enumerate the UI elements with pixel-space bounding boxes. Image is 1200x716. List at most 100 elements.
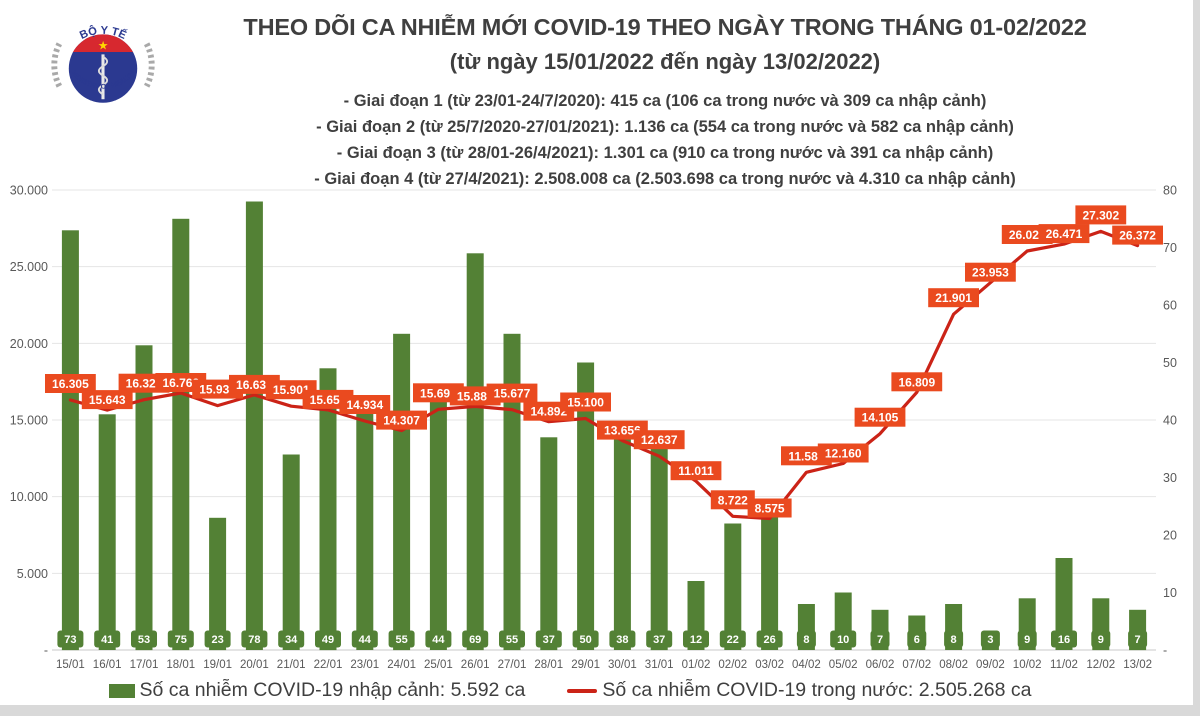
- bar-data-label: 8: [944, 630, 964, 648]
- bar-data-label: 55: [499, 630, 525, 648]
- svg-text:16.325: 16.325: [126, 377, 163, 391]
- bar: [613, 431, 631, 650]
- svg-text:15.936: 15.936: [199, 383, 236, 397]
- phase-2-line: - Giai đoạn 2 (từ 25/7/2020-27/01/2021):…: [316, 118, 1014, 136]
- x-axis-tick: 30/01: [608, 659, 637, 671]
- svg-text:8: 8: [951, 634, 957, 646]
- svg-text:23.953: 23.953: [972, 266, 1009, 280]
- bar-data-label: 78: [241, 630, 268, 648]
- line-data-label: 16.305: [45, 374, 96, 393]
- line-data-label: 11.011: [670, 461, 722, 481]
- bar: [761, 500, 779, 650]
- bar-data-label: 75: [167, 630, 194, 648]
- svg-text:44: 44: [432, 634, 445, 646]
- bar-data-label: 50: [572, 630, 599, 648]
- svg-text:11.011: 11.011: [678, 464, 714, 478]
- bar-data-label: 49: [315, 630, 341, 648]
- bar: [650, 437, 668, 651]
- svg-text:8.575: 8.575: [755, 502, 785, 516]
- bar: [466, 253, 484, 651]
- svg-text:9: 9: [1098, 634, 1104, 646]
- phase-1-line: - Giai đoạn 1 (từ 23/01-24/7/2020): 415 …: [343, 92, 987, 110]
- svg-text:21.901: 21.901: [935, 291, 972, 305]
- y-axis-left-tick: 25.000: [10, 260, 48, 274]
- bar: [393, 333, 411, 651]
- bar-data-label: 7: [1128, 630, 1148, 648]
- svg-text:23: 23: [211, 634, 223, 646]
- svg-text:3: 3: [987, 634, 993, 646]
- bar: [135, 345, 153, 651]
- y-axis-left-tick: -: [44, 644, 48, 658]
- x-axis-tick: 06/02: [866, 659, 895, 671]
- svg-text:11.586: 11.586: [788, 449, 824, 463]
- ministry-of-health-logo: ★ BỘ Y TẾ MINISTRY OF HEALTH: [46, 8, 160, 122]
- bar-data-label: 44: [351, 630, 378, 648]
- svg-text:16.637: 16.637: [236, 378, 273, 392]
- line-data-label: 8.575: [747, 498, 792, 518]
- bar-data-label: 9: [1091, 630, 1111, 648]
- x-axis-tick: 29/01: [571, 659, 600, 671]
- bar-data-label: 69: [462, 630, 489, 648]
- bar-data-label: 10: [830, 630, 857, 648]
- x-axis-tick: 10/02: [1013, 659, 1042, 671]
- bar: [540, 437, 558, 651]
- bar: [356, 397, 374, 650]
- y-axis-left-tick: 15.000: [10, 414, 48, 428]
- x-axis-tick: 18/01: [166, 659, 195, 671]
- y-axis-left-tick: 10.000: [10, 490, 48, 504]
- x-axis-tick: 01/02: [682, 659, 711, 671]
- x-axis-tick: 05/02: [829, 659, 858, 671]
- line-data-label: 21.901: [928, 288, 979, 308]
- svg-text:14.934: 14.934: [346, 398, 383, 412]
- y-axis-left-tick: 30.000: [10, 184, 48, 198]
- svg-text:15.658: 15.658: [310, 393, 347, 407]
- bar-data-label: 55: [388, 630, 415, 648]
- svg-text:8: 8: [803, 634, 809, 646]
- svg-text:16.809: 16.809: [898, 375, 935, 389]
- svg-text:38: 38: [616, 634, 628, 646]
- bar: [61, 230, 79, 651]
- chart-legend: Số ca nhiễm COVID-19 nhập cảnh: 5.592 ca…: [0, 679, 1140, 702]
- line-data-label: 27.302: [1075, 205, 1127, 225]
- y-axis-right-tick: 70: [1163, 241, 1177, 255]
- logo-star-icon: ★: [98, 40, 109, 53]
- bar: [503, 333, 521, 651]
- bar-data-label: 44: [425, 630, 452, 648]
- legend-bar-swatch-icon: [108, 683, 135, 698]
- x-axis-tick: 20/01: [240, 659, 269, 671]
- svg-text:16.763: 16.763: [162, 376, 199, 390]
- bar-data-label: 12: [683, 630, 709, 648]
- y-axis-left-tick: 20.000: [10, 337, 48, 351]
- x-axis-tick: 11/02: [1050, 659, 1078, 671]
- svg-text:16: 16: [1058, 634, 1070, 646]
- bar-data-label: 37: [535, 630, 562, 648]
- x-axis-tick: 15/01: [56, 659, 85, 671]
- svg-text:75: 75: [175, 634, 187, 646]
- svg-text:78: 78: [248, 634, 260, 646]
- svg-text:8.722: 8.722: [718, 493, 748, 507]
- bottom-edge-strip: [0, 705, 1200, 716]
- bar: [245, 201, 263, 650]
- x-axis-tick: 23/01: [350, 659, 379, 671]
- svg-text:55: 55: [506, 634, 518, 646]
- bar-data-label: 38: [609, 630, 636, 648]
- bar-data-label: 9: [1017, 630, 1037, 648]
- page-title: THEO DÕI CA NHIỄM MỚI COVID-19 THEO NGÀY…: [243, 14, 1087, 40]
- svg-text:41: 41: [101, 634, 113, 646]
- bar: [429, 397, 447, 650]
- svg-text:37: 37: [543, 634, 555, 646]
- bar-data-label: 73: [57, 630, 84, 648]
- x-axis-tick: 04/02: [792, 659, 821, 671]
- logo-snake-icon: [97, 55, 109, 96]
- phase-3-line: - Giai đoạn 3 (từ 28/01-26/4/2021): 1.30…: [336, 144, 994, 162]
- line-data-label: 14.307: [376, 410, 427, 430]
- svg-text:50: 50: [579, 634, 591, 646]
- line-data-label: 12.160: [817, 443, 869, 463]
- line-data-label: 16.809: [891, 372, 943, 392]
- svg-text:15.699: 15.699: [420, 386, 457, 400]
- bar-data-label: 16: [1051, 630, 1077, 648]
- svg-text:9: 9: [1024, 634, 1030, 646]
- bar-data-label: 3: [980, 630, 1000, 648]
- x-axis-tick: 25/01: [424, 659, 453, 671]
